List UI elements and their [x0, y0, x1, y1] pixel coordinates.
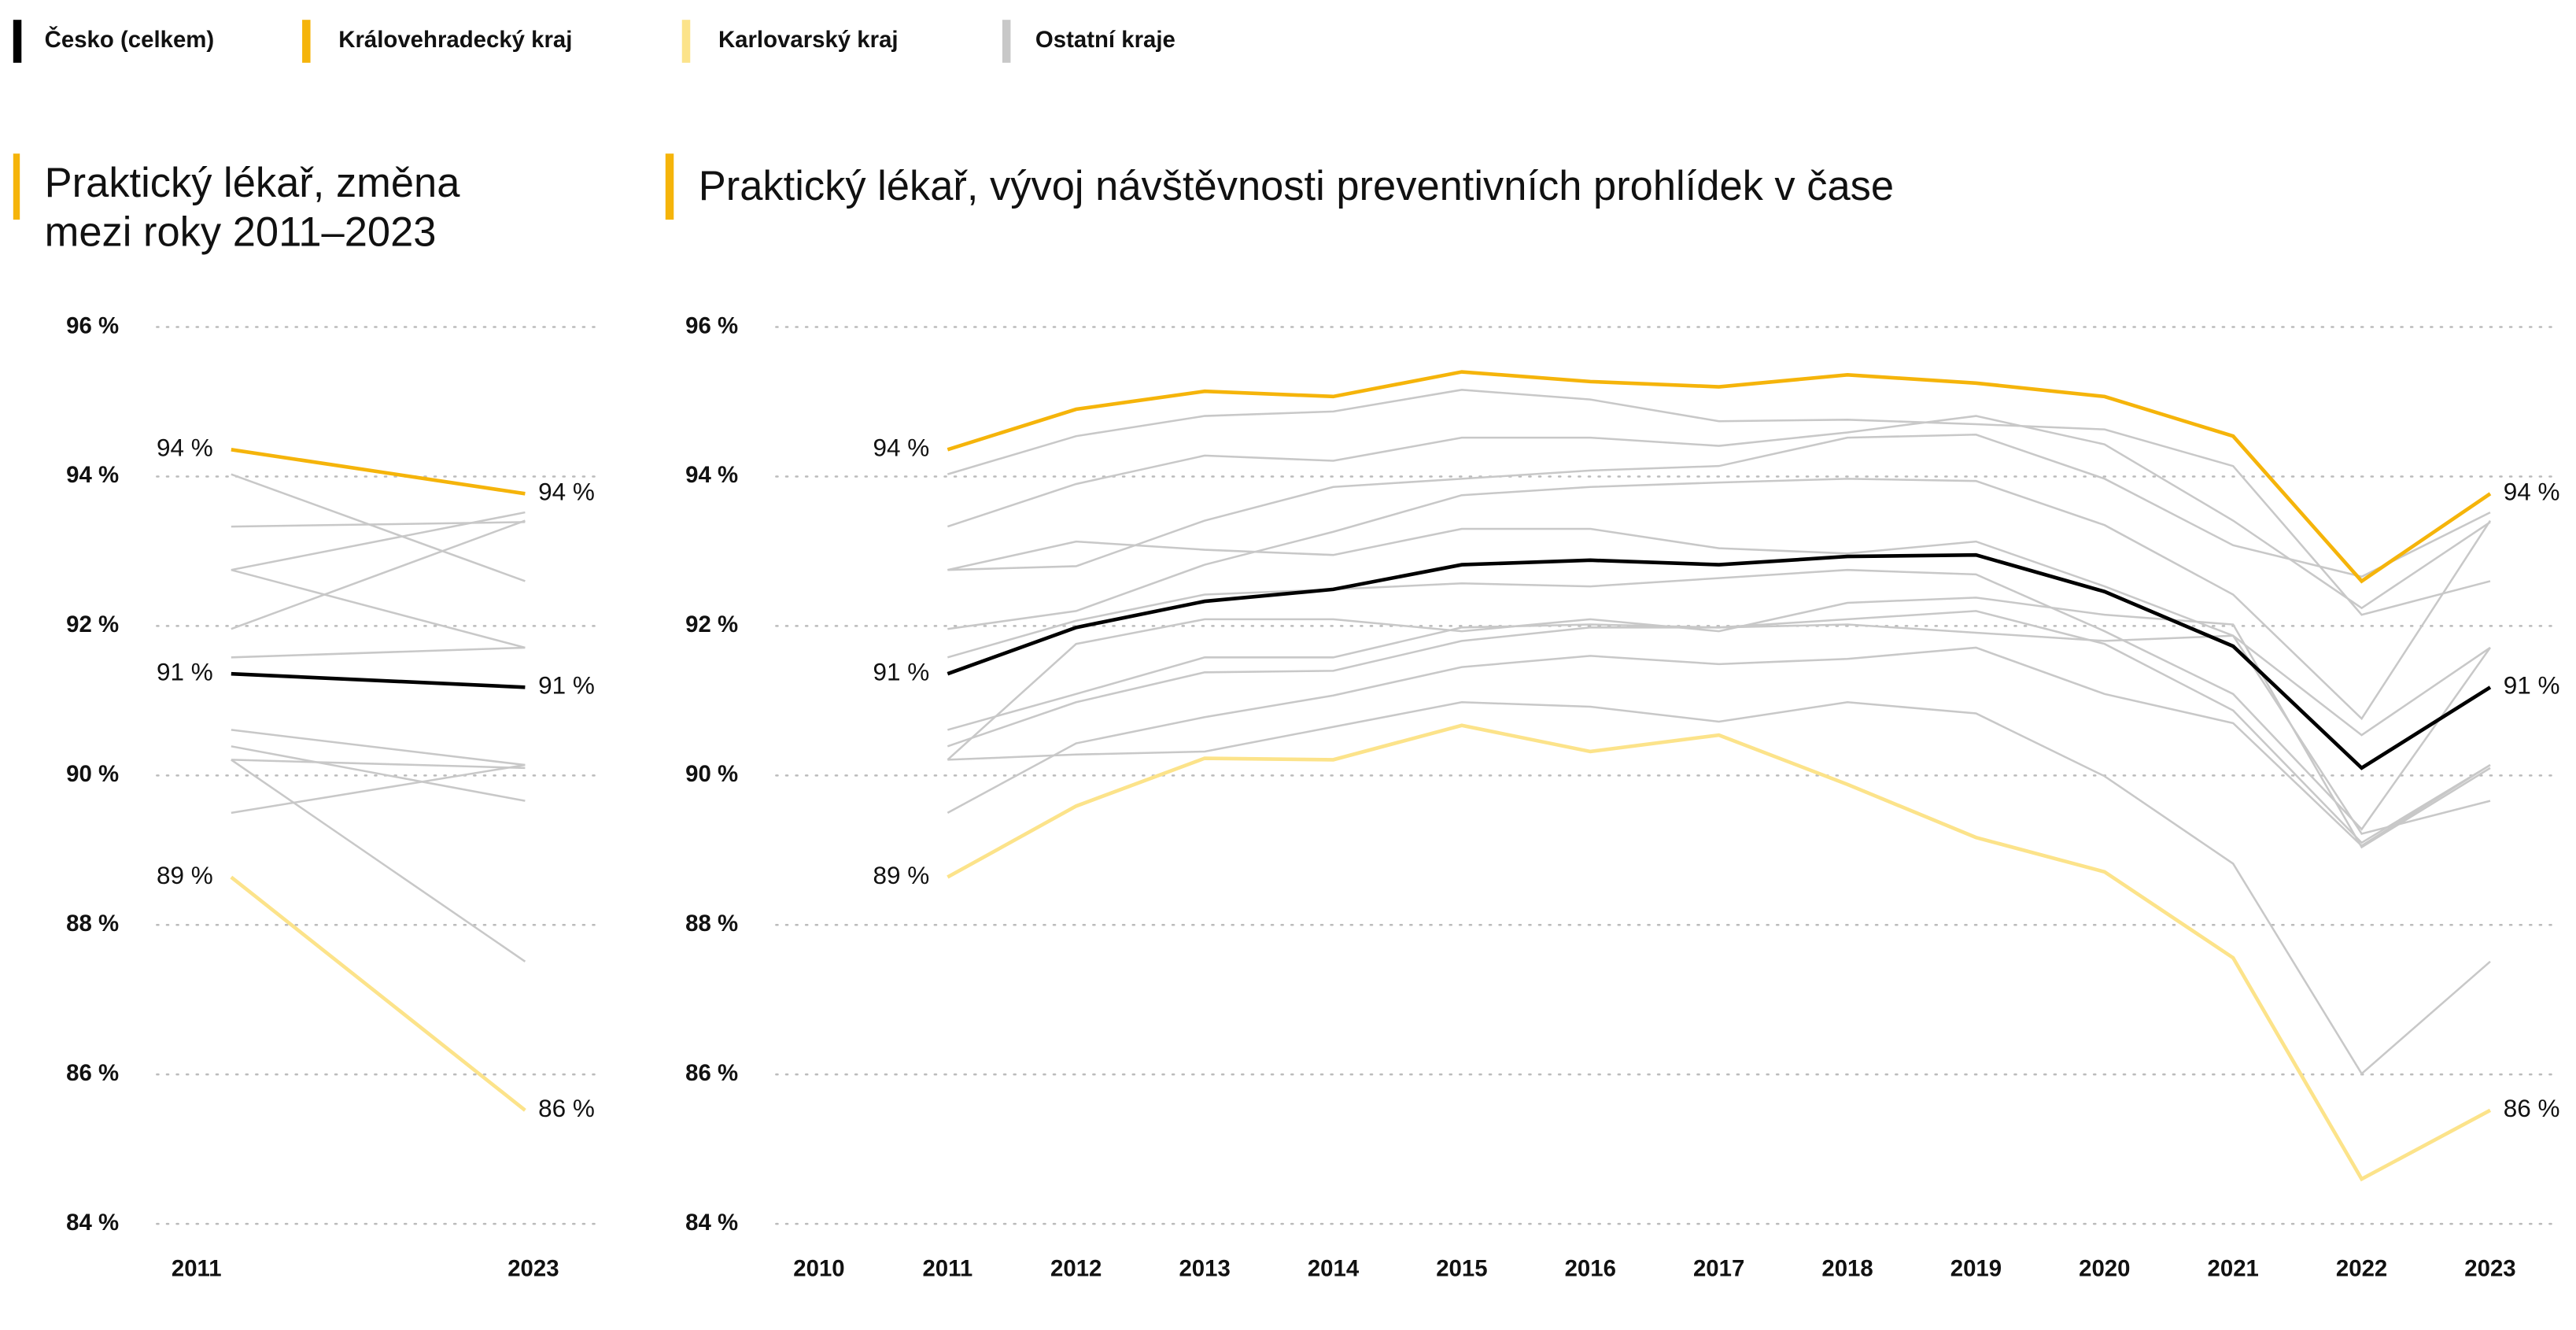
- y-tick-label: 90 %: [685, 761, 738, 787]
- y-tick-label: 96 %: [685, 312, 738, 338]
- legend-swatch: [13, 20, 22, 63]
- other-region-line: [947, 623, 2491, 835]
- x-tick-label: 2020: [2079, 1256, 2130, 1282]
- value-label: 86 %: [2504, 1095, 2560, 1122]
- series-line: [231, 448, 526, 496]
- legend-label: Ostatní kraje: [1035, 27, 1175, 53]
- x-tick-label: 2019: [1950, 1256, 2002, 1282]
- series-line: [230, 875, 526, 1112]
- y-tick-label: 90 %: [66, 761, 119, 787]
- other-region-line: [947, 415, 2491, 610]
- other-region-line: [947, 389, 2491, 616]
- legend-swatch: [681, 20, 691, 63]
- chart-title: Praktický lékař, vývoj návštěvnosti prev…: [698, 163, 1895, 210]
- x-tick-label: 2023: [2464, 1256, 2515, 1282]
- x-tick-label: 2014: [1308, 1256, 1360, 1282]
- value-label: 91 %: [873, 659, 930, 686]
- y-tick-label: 86 %: [685, 1060, 738, 1086]
- title-accent: [13, 153, 20, 220]
- value-label: 94 %: [538, 478, 595, 506]
- other-region-line: [231, 729, 526, 767]
- title-accent: [665, 153, 674, 220]
- x-tick-label: 2015: [1436, 1256, 1487, 1282]
- value-label: 94 %: [157, 434, 213, 462]
- other-region-line: [231, 745, 526, 802]
- other-region-line: [947, 610, 2491, 844]
- other-region-line: [231, 473, 526, 582]
- x-tick-label: 2023: [507, 1256, 559, 1282]
- other-region-line: [231, 521, 526, 528]
- legend-label: Karlovarský kraj: [718, 27, 899, 53]
- other-region-line: [947, 478, 2492, 721]
- title-box: Praktický lékař, změna mezi roky 2011–20…: [44, 160, 460, 257]
- value-label: 91 %: [2504, 672, 2560, 700]
- other-region-line: [231, 763, 526, 815]
- y-tick-label: 92 %: [685, 611, 738, 637]
- x-tick-label: 2011: [922, 1256, 972, 1282]
- y-tick-label: 86 %: [66, 1060, 119, 1086]
- other-region-line: [231, 759, 526, 962]
- other-region-line: [231, 519, 526, 630]
- other-region-line: [947, 434, 2491, 578]
- value-label: 89 %: [873, 862, 930, 889]
- other-region-line: [947, 646, 2491, 848]
- series-line: [231, 671, 526, 689]
- value-label: 94 %: [873, 434, 930, 462]
- x-tick-label: 2010: [793, 1256, 844, 1282]
- x-tick-label: 2021: [2208, 1256, 2259, 1282]
- y-tick-label: 84 %: [685, 1210, 738, 1236]
- value-label: 91 %: [538, 672, 595, 700]
- y-tick-label: 84 %: [66, 1210, 119, 1236]
- series-line: [947, 723, 2492, 1182]
- legend-label: Královehradecký kraj: [338, 27, 572, 53]
- series-line: [947, 370, 2492, 584]
- other-region-line: [947, 701, 2491, 1076]
- x-tick-label: 2012: [1050, 1256, 1102, 1282]
- y-tick-label: 94 %: [66, 462, 119, 488]
- legend-label: Česko (celkem): [45, 26, 215, 53]
- chart-title: Praktický lékař, změna mezi roky 2011–20…: [44, 160, 460, 257]
- legend-swatch: [302, 20, 311, 63]
- value-label: 91 %: [157, 659, 213, 686]
- y-tick-label: 96 %: [66, 312, 119, 338]
- other-region-line: [231, 511, 526, 571]
- series-line: [947, 552, 2492, 770]
- other-region-line: [231, 568, 526, 649]
- other-region-line: [231, 759, 526, 770]
- x-tick-label: 2016: [1565, 1256, 1616, 1282]
- y-tick-label: 94 %: [685, 462, 738, 488]
- x-tick-label: 2013: [1179, 1256, 1230, 1282]
- y-tick-label: 88 %: [685, 911, 738, 937]
- y-tick-label: 92 %: [66, 611, 119, 637]
- legend-swatch: [1002, 20, 1011, 63]
- x-tick-label: 2017: [1693, 1256, 1744, 1282]
- title-box: Praktický lékař, vývoj návštěvnosti prev…: [698, 163, 1895, 210]
- other-region-line: [231, 646, 526, 659]
- x-tick-label: 2011: [172, 1256, 222, 1282]
- x-tick-label: 2022: [2336, 1256, 2387, 1282]
- other-region-line: [947, 568, 2491, 831]
- value-label: 94 %: [2504, 478, 2560, 506]
- other-region-line: [947, 597, 2491, 849]
- value-label: 86 %: [538, 1095, 595, 1122]
- y-tick-label: 88 %: [66, 911, 119, 937]
- value-label: 89 %: [157, 862, 213, 889]
- x-tick-label: 2018: [1821, 1256, 1873, 1282]
